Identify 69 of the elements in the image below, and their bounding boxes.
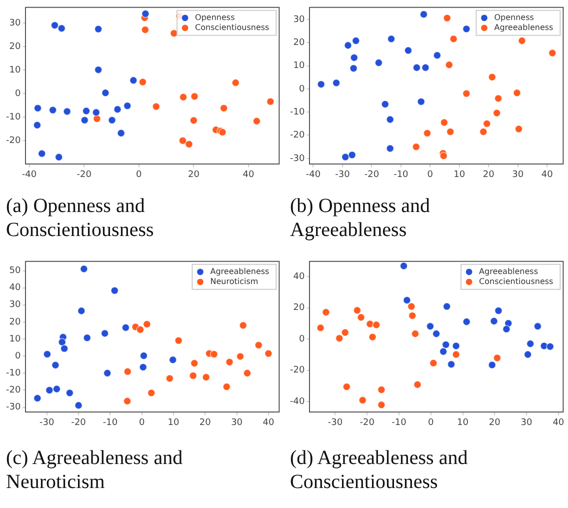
y-tick-label: -20 — [290, 130, 305, 141]
x-tick-label: -30 — [335, 170, 350, 180]
y-tick-label: 10 — [293, 61, 305, 72]
y-tick-label: -10 — [290, 107, 305, 118]
y-tick-label: -40 — [290, 396, 305, 407]
legend-label: Agreeableness — [210, 266, 270, 276]
x-tick-label: -10 — [102, 418, 118, 428]
x-tick-label: 0 — [428, 418, 434, 428]
y-tick-label: 20 — [293, 38, 305, 48]
y-tick-label: 30 — [293, 14, 305, 25]
x-tick-label: -20 — [364, 170, 380, 180]
x-tick-label: 30 — [231, 418, 243, 428]
y-tick-label: -10 — [6, 368, 21, 378]
x-tick-label: 10 — [457, 418, 469, 428]
y-tick-label: 0 — [14, 351, 21, 362]
y-tick-label: 0 — [14, 88, 21, 99]
x-tick-label: 10 — [454, 170, 466, 180]
y-tick-label: 0 — [298, 334, 305, 344]
x-tick-label: 30 — [512, 170, 524, 180]
x-tick-label: 40 — [242, 170, 255, 180]
y-tick-label: 20 — [293, 303, 305, 314]
y-tick-label: -20 — [290, 366, 305, 376]
y-tick-label: -30 — [6, 402, 21, 413]
x-tick-label: -30 — [40, 418, 55, 428]
x-tick-label: 20 — [482, 170, 495, 180]
x-tick-label: -40 — [22, 170, 37, 180]
y-tick-label: 40 — [293, 272, 305, 282]
legend-label: Conscientiousness — [479, 276, 554, 286]
text: (c) Agreeableness and Neuroticism — [5, 446, 184, 494]
x-tick-label: 10 — [168, 418, 180, 428]
y-tick-label: 30 — [9, 18, 21, 28]
y-tick-label: 10 — [9, 334, 21, 344]
x-tick-label: -20 — [360, 418, 375, 428]
x-tick-label: 20 — [199, 418, 212, 428]
x-tick-label: -10 — [394, 170, 409, 180]
y-tick-label: 40 — [9, 283, 21, 294]
text: (a) Openness and Conscientiousness — [5, 194, 155, 242]
legend-label: Agreeableness — [479, 266, 538, 276]
x-tick-label: 20 — [188, 170, 200, 180]
y-tick-label: 0 — [298, 84, 305, 94]
x-tick-label: 40 — [552, 418, 564, 428]
x-tick-label: 0 — [138, 418, 145, 428]
x-tick-label: 40 — [262, 418, 274, 428]
y-tick-label: 50 — [9, 266, 21, 276]
text: (d) Agreeableness and Conscientiousness — [289, 446, 469, 494]
y-tick-label: 20 — [9, 317, 21, 328]
legend-label: Openness — [195, 12, 235, 22]
x-tick-label: -20 — [71, 418, 86, 428]
x-tick-label: -20 — [76, 170, 92, 180]
x-tick-label: 0 — [136, 170, 142, 180]
x-tick-label: 0 — [427, 170, 434, 180]
x-tick-label: -10 — [392, 418, 407, 428]
y-tick-label: -10 — [6, 112, 21, 122]
x-tick-label: 30 — [520, 418, 533, 428]
y-tick-label: -20 — [6, 386, 21, 396]
y-tick-label: 20 — [9, 42, 21, 52]
y-tick-label: -20 — [6, 136, 21, 146]
legend-label: Neuroticism — [210, 276, 258, 286]
x-tick-label: -30 — [328, 418, 343, 428]
y-tick-label: -30 — [290, 154, 305, 164]
x-tick-label: -40 — [306, 170, 321, 180]
legend-label: Conscientiousness — [195, 22, 270, 32]
x-tick-label: 20 — [488, 418, 501, 428]
y-tick-label: 30 — [9, 300, 21, 310]
y-tick-label: 10 — [9, 65, 21, 76]
text: (b) Openness and Agreeableness — [289, 194, 431, 242]
legend-label: Agreeableness — [494, 22, 554, 32]
x-tick-label: 40 — [541, 170, 554, 180]
legend-label: Openness — [494, 12, 534, 22]
